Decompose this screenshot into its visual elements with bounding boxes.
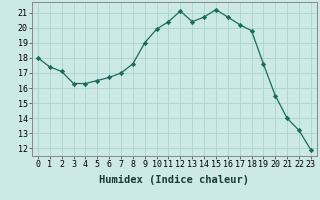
X-axis label: Humidex (Indice chaleur): Humidex (Indice chaleur) bbox=[100, 175, 249, 185]
